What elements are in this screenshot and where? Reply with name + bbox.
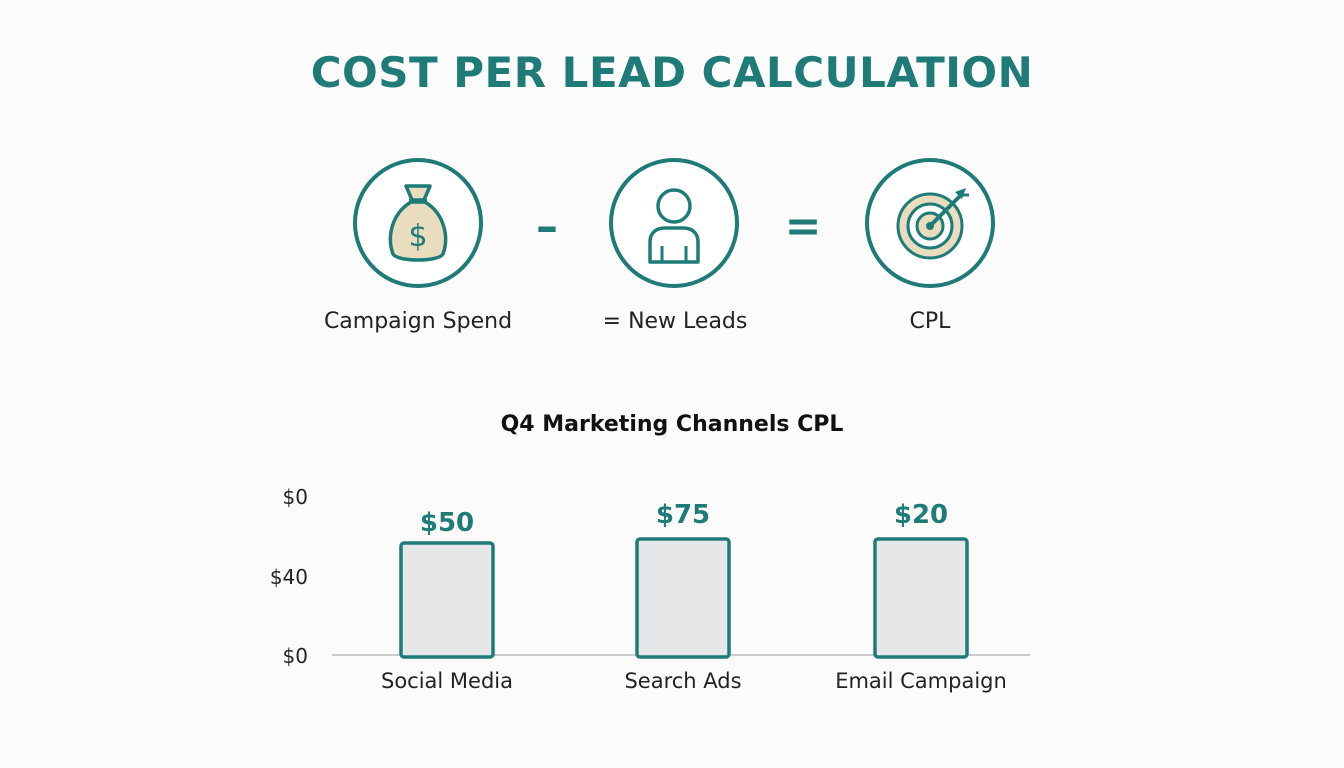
target-icon <box>896 188 969 260</box>
bar-1 <box>635 537 731 659</box>
minus-operator: – <box>536 201 558 252</box>
new-leads-label: = New Leads <box>602 309 748 334</box>
y-tick-label: $0 <box>283 644 308 668</box>
new-leads-circle <box>609 158 739 288</box>
category-label: Search Ads <box>624 669 741 693</box>
equals-operator: = <box>784 201 822 252</box>
bar-value-label: $75 <box>656 500 710 530</box>
bar-value-label: $20 <box>894 500 948 530</box>
category-label: Social Media <box>381 669 513 693</box>
svg-text:$: $ <box>408 219 427 254</box>
y-tick-label: $0 <box>283 485 308 509</box>
bar-0 <box>399 541 495 659</box>
cpl-circle <box>865 158 995 288</box>
chart-title: Q4 Marketing Channels CPL <box>500 412 844 437</box>
person-icon <box>648 188 700 264</box>
money-bag-icon: $ <box>388 184 448 262</box>
bar-value-label: $50 <box>420 508 474 538</box>
campaign-spend-circle: $ <box>353 158 483 288</box>
page-title: COST PER LEAD CALCULATION <box>310 48 1034 97</box>
bar-chart: $0 $40 $0 $50 $75 $20 Social Media Search Ads… <box>270 485 1030 693</box>
y-tick-label: $40 <box>270 565 308 589</box>
campaign-spend-label: Campaign Spend <box>323 309 513 334</box>
cpl-label: CPL <box>909 309 951 334</box>
bar-2 <box>873 537 969 659</box>
category-label: Email Campaign <box>835 669 1007 693</box>
